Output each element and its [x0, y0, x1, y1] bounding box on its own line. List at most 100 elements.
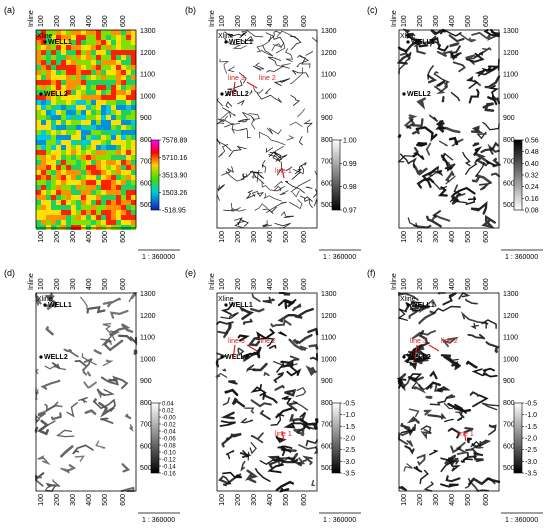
xline-tick: 1100 — [503, 335, 518, 342]
panel-d: (d)Inline 1001002002003003004004005005006… — [4, 268, 180, 524]
well-marker — [39, 355, 43, 359]
seismic-line-marker — [246, 81, 258, 89]
inline-tick-top: 200 — [54, 278, 61, 290]
inline-tick-bottom: 100 — [401, 231, 408, 243]
inline-tick-top: 500 — [283, 15, 290, 27]
well-label: WELL2 — [44, 354, 68, 361]
xline-tick: 800 — [503, 400, 515, 407]
inline-tick-bottom: 200 — [54, 494, 61, 506]
xline-tick: 1300 — [321, 28, 337, 35]
inline-tick-bottom: 300 — [70, 494, 77, 506]
xline-tick: 800 — [140, 137, 152, 144]
inline-tick-top: 400 — [86, 15, 93, 27]
inline-tick-bottom: 600 — [483, 494, 490, 506]
xline-label: Xline — [218, 296, 234, 303]
colorbar-tick: 0.32 — [525, 173, 539, 180]
inline-tick-top: 300 — [433, 15, 440, 27]
colorbar-tick: 5710.16 — [162, 155, 187, 162]
well-marker — [224, 40, 228, 44]
colorbar-tick: 0.99 — [343, 161, 357, 168]
scale-label: 1 : 360000 — [142, 517, 175, 524]
colorbar-tick: -3.0 — [525, 459, 537, 466]
xline-tick: 500 — [140, 202, 152, 209]
well-label: WELL1 — [48, 39, 72, 46]
inline-tick-bottom: 400 — [86, 231, 93, 243]
seismic-line-label: line 1 — [457, 431, 474, 438]
xline-tick: 1300 — [503, 28, 519, 35]
well-marker — [220, 355, 224, 359]
seismic-line-marker — [281, 430, 285, 442]
inline-tick-top: 500 — [465, 15, 472, 27]
colorbar-tick: -1.5 — [343, 424, 355, 431]
panel-c: (c)Inline 1001002002003003004004005005006… — [367, 5, 543, 261]
seismic-line-marker — [414, 344, 418, 360]
inline-tick-bottom: 400 — [449, 231, 456, 243]
colorbar-tick: 1503.26 — [162, 190, 187, 197]
seismic-line-marker — [281, 167, 285, 179]
inline-tick-bottom: 300 — [251, 231, 258, 243]
xline-tick: 900 — [140, 115, 152, 122]
colorbar-tick: -0.06 — [162, 437, 176, 443]
well-marker — [406, 303, 410, 307]
colorbar — [513, 139, 523, 211]
xline-tick: 900 — [321, 378, 333, 385]
colorbar — [150, 139, 160, 211]
panel-b: (b)Inline 1001002002003003004004005005006… — [185, 5, 361, 261]
panel-e: (e)Inline 1001002002003003004004005005006… — [185, 268, 361, 524]
colorbar-tick: 0.04 — [162, 402, 174, 408]
well-marker — [220, 92, 224, 96]
colorbar-tick: -1.0 — [525, 412, 537, 419]
inline-tick-top: 100 — [38, 278, 45, 290]
inline-tick-top: 100 — [401, 15, 408, 27]
xline-tick: 600 — [321, 180, 333, 187]
inline-tick-bottom: 600 — [301, 494, 308, 506]
xline-tick: 700 — [321, 422, 333, 429]
xline-tick: 600 — [321, 443, 333, 450]
inline-label: Inline — [391, 10, 398, 27]
well-marker — [224, 303, 228, 307]
seismic-line-label: line 1 — [275, 168, 292, 175]
xline-tick: 600 — [503, 180, 515, 187]
inline-tick-bottom: 400 — [449, 494, 456, 506]
inline-tick-bottom: 100 — [38, 231, 45, 243]
xline-label: Xline — [400, 296, 416, 303]
colorbar-tick: 7578.89 — [162, 138, 187, 145]
xline-tick: 1200 — [503, 313, 519, 320]
inline-tick-bottom: 600 — [483, 231, 490, 243]
colorbar-tick: 0.40 — [525, 161, 539, 168]
well-marker — [402, 92, 406, 96]
panel-letter: (a) — [4, 5, 15, 15]
inline-tick-top: 600 — [301, 278, 308, 290]
well-label: WELL1 — [229, 302, 253, 309]
scale-label: 1 : 360000 — [505, 517, 538, 524]
xline-tick: 800 — [503, 137, 515, 144]
seismic-line-label: line 1 — [275, 431, 292, 438]
seismic-line-label: line 3 — [228, 338, 245, 345]
colorbar-tick: -0.12 — [162, 458, 176, 464]
inline-tick-bottom: 400 — [86, 494, 93, 506]
scale-label: 1 : 360000 — [142, 254, 175, 261]
inline-tick-bottom: 200 — [235, 494, 242, 506]
inline-tick-bottom: 500 — [283, 231, 290, 243]
well-label: WELL2 — [44, 91, 68, 98]
inline-tick-bottom: 100 — [219, 494, 226, 506]
inline-tick-top: 600 — [120, 278, 127, 290]
well-label: WELL1 — [411, 302, 435, 309]
colorbar-tick: 0.97 — [343, 208, 357, 215]
colorbar-tick: 0.98 — [343, 184, 357, 191]
inline-tick-top: 300 — [70, 15, 77, 27]
well-marker — [402, 355, 406, 359]
inline-tick-top: 500 — [102, 15, 109, 27]
xline-label: Xline — [37, 296, 53, 303]
colorbar-tick: -0.5 — [525, 401, 537, 408]
map-frame — [35, 29, 137, 229]
inline-tick-top: 100 — [38, 15, 45, 27]
xline-tick: 500 — [321, 465, 333, 472]
panel-letter: (e) — [185, 268, 196, 278]
colorbar-tick: 0.08 — [525, 208, 539, 215]
inline-tick-top: 100 — [219, 15, 226, 27]
inline-tick-top: 200 — [417, 15, 424, 27]
inline-tick-top: 400 — [267, 15, 274, 27]
colorbar-tick: 1.00 — [343, 138, 357, 145]
